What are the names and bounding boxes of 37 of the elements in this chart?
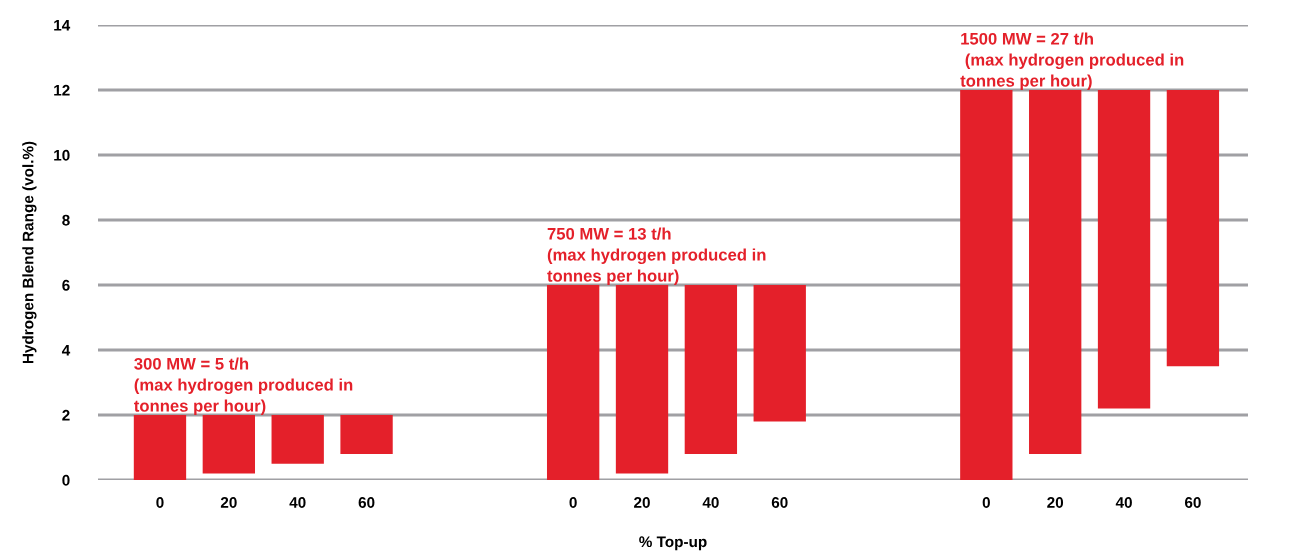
- y-axis-title: Hydrogen Blend Range (vol.%): [22, 141, 37, 364]
- y-tick-label: 14: [54, 20, 71, 31]
- bar: [684, 285, 738, 454]
- bar: [546, 285, 600, 480]
- y-tick-label: 0: [62, 474, 70, 486]
- bar: [1029, 90, 1082, 454]
- y-tick-label: 4: [61, 345, 71, 356]
- x-tick-label: 20: [634, 497, 650, 508]
- annotation: 300 MW = 5 t/h (max hydrogen produced in tonnes per hour): [134, 357, 353, 415]
- bar: [1097, 90, 1151, 409]
- bar: [340, 415, 393, 454]
- bar: [202, 415, 256, 474]
- bar: [960, 90, 1013, 480]
- x-tick-label: 60: [771, 497, 788, 508]
- annotation: 1500 MW = 27 t/h (max hydrogen produced in tonnes per hour): [960, 32, 1184, 90]
- annotation: 750 MW = 13 t/h (max hydrogen produced in tonnes per hour): [547, 227, 766, 285]
- y-tick-label: 8: [62, 214, 70, 226]
- x-axis-title: % Top-up: [639, 536, 707, 551]
- bar: [615, 285, 669, 474]
- x-tick-label: 20: [1047, 497, 1064, 508]
- y-tick-label: 2: [62, 409, 70, 421]
- x-tick-label: 20: [220, 497, 237, 508]
- bar: [1166, 90, 1220, 367]
- x-tick-label: 40: [289, 497, 306, 508]
- x-tick-label: 60: [358, 497, 375, 508]
- x-tick-label: 40: [702, 497, 719, 508]
- bar: [133, 415, 187, 480]
- x-tick-label: 0: [156, 497, 164, 508]
- x-tick-label: 40: [1115, 497, 1132, 508]
- y-tick-label: 6: [62, 279, 70, 291]
- y-tick-label: 12: [54, 84, 70, 96]
- y-tick-label: 10: [54, 149, 70, 161]
- bar: [753, 285, 806, 422]
- x-tick-label: 0: [569, 497, 577, 508]
- x-tick-label: 0: [982, 497, 990, 508]
- x-tick-label: 60: [1184, 497, 1201, 508]
- bar: [271, 415, 324, 464]
